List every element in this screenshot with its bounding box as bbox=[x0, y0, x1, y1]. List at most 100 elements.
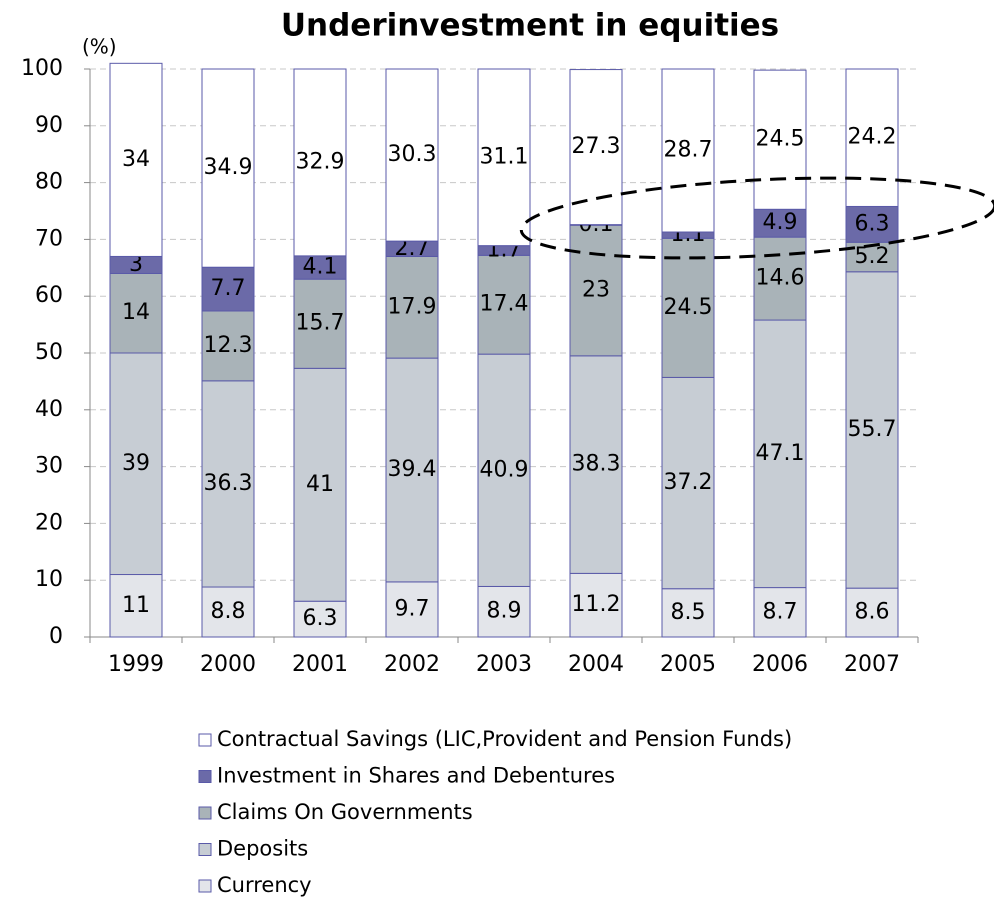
bar-segment bbox=[477, 585, 531, 638]
y-tick-label: 60 bbox=[35, 283, 63, 308]
legend-swatch bbox=[198, 770, 212, 783]
data-label: 27.3 bbox=[572, 134, 621, 159]
data-label: 30.3 bbox=[388, 142, 437, 167]
x-tick-label: 2000 bbox=[200, 652, 256, 677]
legend-swatch bbox=[198, 733, 212, 747]
data-label: 34.9 bbox=[204, 155, 253, 180]
legend-swatch bbox=[198, 843, 212, 856]
data-label: 14.6 bbox=[756, 266, 805, 291]
data-label: 7.7 bbox=[211, 276, 246, 301]
data-label: 34 bbox=[122, 147, 150, 172]
y-tick-label: 20 bbox=[35, 510, 63, 535]
data-label: 4.1 bbox=[303, 255, 338, 280]
data-label: 8.6 bbox=[855, 600, 890, 625]
data-label: 23 bbox=[582, 278, 610, 303]
bar-segment bbox=[109, 574, 163, 638]
y-axis-label: (%) bbox=[82, 35, 117, 59]
bar-segment bbox=[569, 69, 623, 226]
data-label: 38.3 bbox=[572, 452, 621, 477]
legend-label: Deposits bbox=[217, 837, 308, 861]
data-label: 47.1 bbox=[756, 441, 805, 466]
y-tick-label: 100 bbox=[21, 56, 63, 81]
chart-title: Underinvestment in equities bbox=[281, 8, 779, 44]
legend-label: Investment in Shares and Debentures bbox=[217, 764, 615, 788]
data-label: 17.4 bbox=[480, 292, 529, 317]
data-label: 39 bbox=[122, 451, 150, 476]
data-label: 55.7 bbox=[848, 417, 897, 442]
x-tick-label: 2007 bbox=[844, 652, 900, 677]
x-tick-label: 2003 bbox=[476, 652, 532, 677]
bar-segment bbox=[661, 588, 715, 638]
data-label: 8.7 bbox=[763, 599, 798, 624]
bar-segment bbox=[477, 353, 531, 587]
bar-segment bbox=[385, 255, 439, 359]
data-label: 6.3 bbox=[855, 211, 890, 236]
y-tick-label: 10 bbox=[35, 567, 63, 592]
data-label: 14 bbox=[122, 300, 150, 325]
bar-segment bbox=[109, 352, 163, 576]
data-label: 17.9 bbox=[388, 294, 437, 319]
highlight-ellipse bbox=[519, 176, 994, 260]
bar-segment bbox=[569, 224, 623, 357]
data-label: 39.4 bbox=[388, 457, 437, 482]
bar-segment bbox=[385, 68, 439, 242]
y-tick-label: 90 bbox=[35, 113, 63, 138]
x-tick-label: 2001 bbox=[292, 652, 348, 677]
data-label: 28.7 bbox=[664, 138, 713, 163]
data-label: 31.1 bbox=[480, 144, 529, 169]
y-tick-label: 50 bbox=[35, 340, 63, 365]
bar-segment bbox=[753, 319, 807, 589]
bar-segment bbox=[293, 278, 347, 369]
y-tick-label: 30 bbox=[35, 454, 63, 479]
y-tick-label: 0 bbox=[49, 624, 63, 649]
bar-segment bbox=[477, 254, 531, 355]
bar-segment bbox=[201, 380, 255, 588]
bar-segment bbox=[385, 357, 439, 583]
bar-segment bbox=[201, 68, 255, 268]
data-label: 8.9 bbox=[487, 599, 522, 624]
data-label: 6.3 bbox=[303, 606, 338, 631]
data-label: 32.9 bbox=[296, 149, 345, 174]
bar-segment bbox=[845, 68, 899, 207]
data-label: 15.7 bbox=[296, 311, 345, 336]
data-label: 24.2 bbox=[848, 125, 897, 150]
bar-segment bbox=[753, 236, 807, 321]
bar-segment bbox=[477, 68, 531, 247]
data-label: 11.2 bbox=[572, 592, 621, 617]
bar-segment bbox=[109, 272, 163, 354]
bar-segment bbox=[293, 367, 347, 602]
data-label: 24.5 bbox=[756, 127, 805, 152]
bar-segment bbox=[753, 208, 807, 238]
x-tick-label: 2006 bbox=[752, 652, 808, 677]
bar-segment bbox=[293, 68, 347, 257]
data-label: 41 bbox=[306, 472, 334, 497]
y-tick-label: 70 bbox=[35, 226, 63, 251]
bar-segment bbox=[661, 68, 715, 233]
y-tick-label: 80 bbox=[35, 170, 63, 195]
data-label: 3 bbox=[129, 252, 143, 277]
data-label: 4.9 bbox=[763, 210, 798, 235]
y-tick-label: 40 bbox=[35, 397, 63, 422]
data-label: 8.8 bbox=[211, 599, 246, 624]
bar-segment bbox=[845, 205, 899, 243]
legend-label: Claims On Governments bbox=[217, 800, 473, 824]
data-label: 12.3 bbox=[204, 333, 253, 358]
data-label: 24.5 bbox=[664, 295, 713, 320]
bar-segment bbox=[201, 266, 255, 312]
data-label: 40.9 bbox=[480, 457, 529, 482]
x-tick-label: 2005 bbox=[660, 652, 716, 677]
x-tick-label: 2002 bbox=[384, 652, 440, 677]
x-tick-label: 2004 bbox=[568, 652, 624, 677]
bar-segment bbox=[293, 600, 347, 638]
legend-label: Currency bbox=[217, 873, 312, 897]
data-label: 37.2 bbox=[664, 470, 713, 495]
x-tick-label: 1999 bbox=[108, 652, 164, 677]
legend-label: Contractual Savings (LIC,Provident and P… bbox=[217, 727, 792, 751]
bar-segment bbox=[753, 69, 807, 210]
bar-segment bbox=[109, 62, 163, 257]
bar-segment bbox=[845, 587, 899, 638]
data-label: 11 bbox=[122, 593, 150, 618]
bar-segment bbox=[661, 376, 715, 590]
data-label: 36.3 bbox=[204, 471, 253, 496]
